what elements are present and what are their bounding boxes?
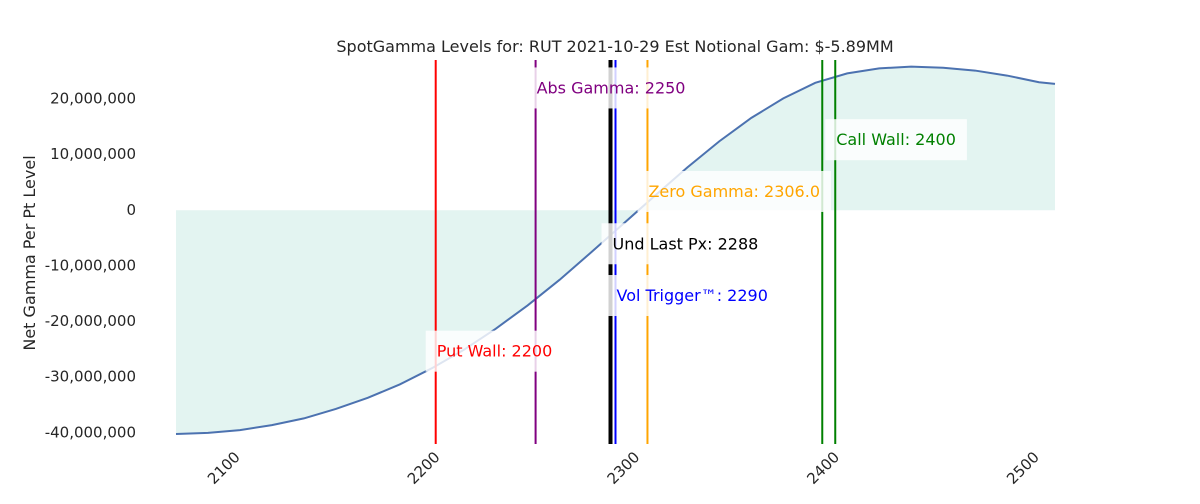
level-label-1: Abs Gamma: 2250 [537, 78, 686, 97]
y-tick-label-6: -40,000,000 [45, 423, 136, 441]
level-label-3: Vol Trigger™: 2290 [617, 286, 768, 305]
x-tick-label-1: 2200 [404, 448, 444, 488]
y-tick-label-2: 0 [126, 201, 136, 219]
y-tick-label-1: 10,000,000 [50, 145, 136, 163]
level-label-box-3 [605, 275, 779, 317]
x-tick-label-0: 2100 [204, 448, 244, 488]
level-label-2: Und Last Px: 2288 [613, 234, 759, 253]
y-axis-label: Net Gamma Per Pt Level [20, 155, 39, 350]
level-label-box-1 [525, 67, 697, 109]
x-tick-label-2: 2300 [604, 448, 644, 488]
level-label-0: Put Wall: 2200 [437, 342, 553, 361]
x-tick-label-3: 2400 [803, 448, 843, 488]
x-tick-label-4: 2500 [1003, 448, 1043, 488]
y-tick-label-5: -30,000,000 [45, 368, 136, 386]
chart-title: SpotGamma Levels for: RUT 2021-10-29 Est… [336, 37, 893, 56]
level-label-box-5 [825, 119, 967, 161]
plot-area: Put Wall: 2200 Abs Gamma: 2250 Und Last Px… [45, 60, 1056, 488]
level-label-box-2 [601, 223, 770, 265]
y-tick-label-3: -10,000,000 [45, 256, 136, 274]
level-label-5: Call Wall: 2400 [836, 130, 956, 149]
level-label-box-4 [637, 170, 832, 212]
level-label-4: Zero Gamma: 2306.0 [648, 182, 820, 201]
level-label-box-0 [425, 330, 564, 372]
y-tick-label-4: -20,000,000 [45, 312, 136, 330]
y-tick-label-0: 20,000,000 [50, 89, 136, 107]
